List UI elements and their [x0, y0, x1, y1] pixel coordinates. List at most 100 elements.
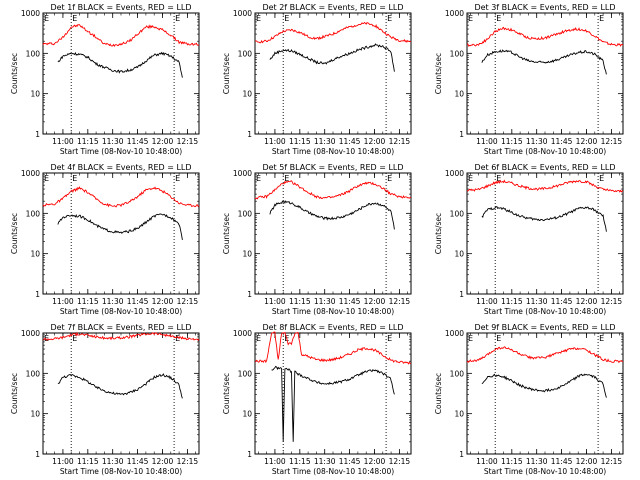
y-tick-label: 10	[454, 410, 464, 419]
chart-panel-2: Det 2f BLACK = Events, RED = LLD 1 10 100 10…	[222, 3, 412, 156]
y-tick-label: 100	[450, 49, 465, 58]
y-tick-label: 10	[242, 90, 252, 99]
y-tick-label: 1000	[233, 169, 252, 178]
night-marker-label: E	[387, 14, 392, 23]
y-tick-label: 1000	[21, 169, 40, 178]
x-tick-label: 11:00	[52, 137, 74, 146]
night-marker-label: E	[256, 334, 261, 343]
night-marker-label: E	[599, 14, 604, 23]
x-tick-label: 11:00	[52, 457, 74, 466]
x-tick-label: 12:00	[152, 457, 174, 466]
y-tick-label: 1000	[21, 329, 40, 338]
x-tick-label: 11:45	[551, 297, 573, 306]
chart-panel-8: Det 8f BLACK = Events, RED = LLD 1 10 100 10…	[222, 323, 412, 476]
chart-title: Det 9f BLACK = Events, RED = LLD	[474, 323, 615, 332]
plot-frame	[254, 332, 412, 455]
y-tick-label: 100	[238, 369, 253, 378]
x-tick-label: 12:15	[389, 137, 411, 146]
y-tick-label: 1000	[233, 329, 252, 338]
y-tick-label: 10	[454, 90, 464, 99]
x-tick-label: 12:00	[364, 457, 386, 466]
x-tick-label: 11:45	[339, 297, 361, 306]
x-tick-label: 12:15	[601, 137, 623, 146]
night-marker-label: E	[256, 174, 261, 183]
x-tick-label: 11:00	[476, 297, 498, 306]
y-tick-label: 10	[454, 250, 464, 259]
x-tick-label: 11:30	[102, 457, 124, 466]
y-axis-label: Counts/sec	[222, 373, 231, 414]
night-marker-label: E	[468, 334, 473, 343]
y-tick-label: 1000	[445, 329, 464, 338]
lld-series-line	[42, 331, 200, 342]
y-tick-label: 1	[35, 130, 40, 139]
x-tick-label: 12:00	[576, 457, 598, 466]
x-tick-label: 11:45	[127, 297, 149, 306]
chart-title: Det 2f BLACK = Events, RED = LLD	[262, 3, 403, 12]
x-tick-label: 11:15	[501, 457, 523, 466]
x-tick-label: 12:15	[177, 457, 199, 466]
events-series-line	[57, 373, 183, 399]
x-tick-label: 11:15	[501, 137, 523, 146]
x-axis-label: Start Time (08-Nov-10 10:48:00)	[60, 307, 182, 316]
events-series-line	[481, 373, 607, 398]
x-tick-label: 11:00	[264, 297, 286, 306]
x-tick-label: 12:15	[601, 457, 623, 466]
x-tick-label: 11:15	[289, 137, 311, 146]
x-tick-label: 12:00	[152, 297, 174, 306]
x-tick-label: 12:15	[177, 137, 199, 146]
chart-title: Det 4f BLACK = Events, RED = LLD	[50, 163, 191, 172]
x-axis-label: Start Time (08-Nov-10 10:48:00)	[272, 147, 394, 156]
y-tick-label: 1000	[233, 9, 252, 18]
x-tick-label: 12:00	[152, 137, 174, 146]
night-marker-label: E	[72, 334, 77, 343]
y-tick-label: 1000	[445, 9, 464, 18]
lld-series-line	[254, 21, 412, 44]
x-tick-label: 11:00	[264, 457, 286, 466]
y-axis-label: Counts/sec	[222, 213, 231, 254]
chart-title: Det 3f BLACK = Events, RED = LLD	[474, 3, 615, 12]
x-tick-label: 12:15	[601, 297, 623, 306]
y-tick-label: 100	[26, 209, 41, 218]
night-marker-label: E	[496, 174, 501, 183]
x-tick-label: 11:00	[264, 137, 286, 146]
x-tick-label: 12:00	[576, 297, 598, 306]
chart-panel-5: Det 5f BLACK = Events, RED = LLD 1 10 100 10…	[222, 163, 412, 316]
y-tick-label: 10	[30, 410, 40, 419]
y-tick-label: 100	[26, 49, 41, 58]
x-tick-label: 11:45	[339, 137, 361, 146]
night-marker-label: E	[387, 174, 392, 183]
x-axis-label: Start Time (08-Nov-10 10:48:00)	[60, 467, 182, 476]
y-axis-label: Counts/sec	[434, 213, 443, 254]
x-axis-label: Start Time (08-Nov-10 10:48:00)	[272, 467, 394, 476]
lld-series-line	[466, 346, 624, 364]
x-tick-label: 11:45	[551, 137, 573, 146]
night-marker-label: E	[175, 174, 180, 183]
chart-panel-4: Det 4f BLACK = Events, RED = LLD 1 10 100 10…	[10, 163, 200, 316]
lld-series-line	[254, 331, 412, 365]
x-tick-label: 12:15	[389, 297, 411, 306]
night-marker-label: E	[175, 14, 180, 23]
events-series-line	[271, 365, 395, 442]
chart-title: Det 5f BLACK = Events, RED = LLD	[262, 163, 403, 172]
chart-title: Det 7f BLACK = Events, RED = LLD	[50, 323, 191, 332]
night-marker-label: E	[468, 14, 473, 23]
y-axis-label: Counts/sec	[10, 373, 19, 414]
x-tick-label: 11:30	[102, 137, 124, 146]
y-tick-label: 100	[26, 369, 41, 378]
chart-title: Det 6f BLACK = Events, RED = LLD	[474, 163, 615, 172]
plot-frame	[466, 12, 624, 135]
x-tick-label: 11:15	[289, 457, 311, 466]
y-tick-label: 1	[247, 130, 252, 139]
x-tick-label: 11:30	[526, 137, 548, 146]
night-marker-label: E	[284, 174, 289, 183]
y-tick-label: 10	[30, 250, 40, 259]
chart-title: Det 1f BLACK = Events, RED = LLD	[50, 3, 191, 12]
plot-frame	[466, 172, 624, 295]
lld-series-line	[466, 26, 624, 47]
x-tick-label: 11:30	[102, 297, 124, 306]
y-tick-label: 1	[247, 290, 252, 299]
night-marker-label: E	[72, 14, 77, 23]
night-marker-label: E	[175, 334, 180, 343]
x-tick-label: 11:30	[314, 297, 336, 306]
x-tick-label: 11:15	[77, 297, 99, 306]
